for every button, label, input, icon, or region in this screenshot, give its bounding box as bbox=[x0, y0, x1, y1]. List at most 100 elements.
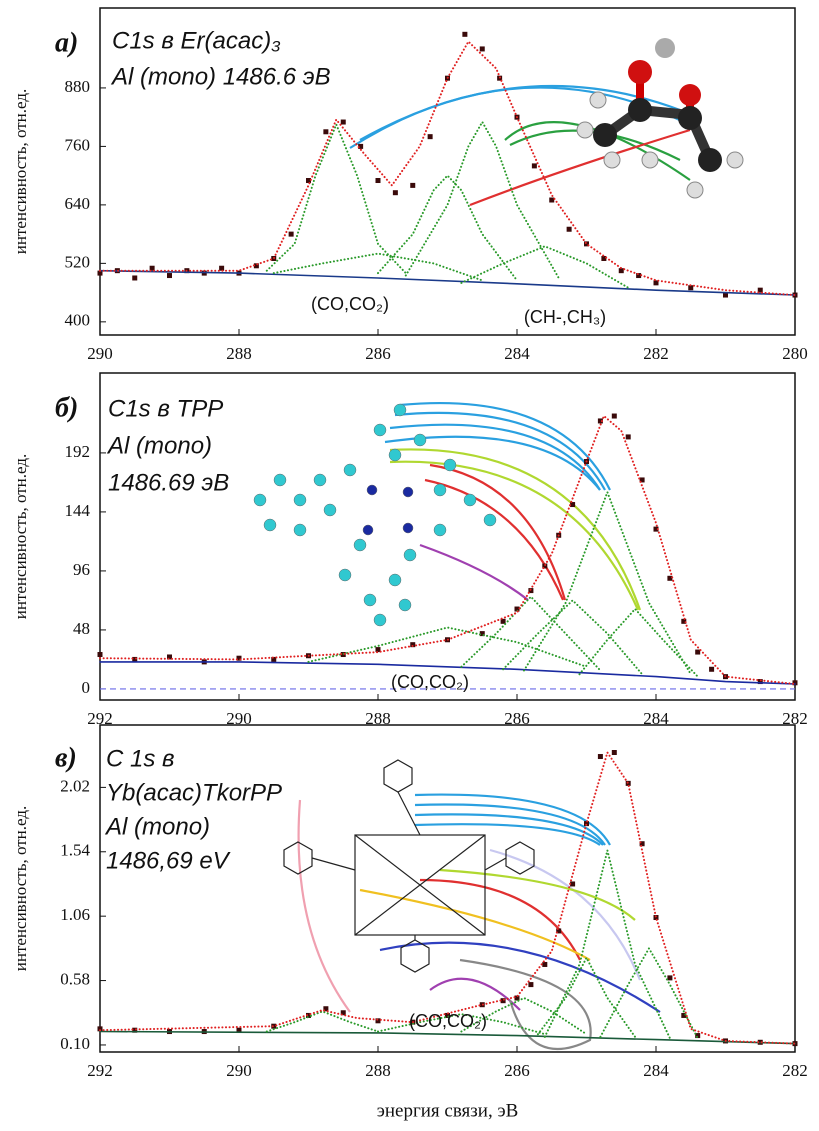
fit-curve bbox=[536, 955, 637, 1038]
data-point bbox=[445, 1012, 450, 1018]
data-point bbox=[479, 631, 485, 637]
x-tick-label: 292 bbox=[87, 709, 113, 728]
y-tick-label: 0.10 bbox=[60, 1034, 90, 1053]
data-point bbox=[97, 652, 103, 658]
data-point bbox=[542, 563, 548, 569]
data-point bbox=[618, 268, 624, 274]
panel-label: а) bbox=[55, 27, 78, 58]
y-tick-label: 0.58 bbox=[60, 969, 90, 988]
data-point bbox=[514, 606, 520, 612]
x-tick-label: 288 bbox=[365, 709, 391, 728]
background-line bbox=[99, 269, 796, 296]
data-point bbox=[695, 1033, 701, 1039]
y-tick-label: 192 bbox=[65, 442, 91, 461]
fit-curve bbox=[599, 946, 699, 1040]
fit-curve bbox=[578, 607, 699, 678]
data-point bbox=[757, 679, 763, 685]
data-point bbox=[306, 178, 311, 184]
data-point bbox=[236, 655, 242, 661]
data-point bbox=[253, 263, 259, 269]
fit-curve bbox=[502, 599, 644, 676]
data-point bbox=[723, 292, 728, 298]
annotation: (CO,CO₂) bbox=[409, 1011, 487, 1031]
x-tick-label: 288 bbox=[365, 1061, 391, 1080]
x-tick-label: 292 bbox=[87, 1061, 113, 1080]
fit-curve bbox=[377, 174, 518, 282]
x-axis-label: энергия связи, эВ bbox=[377, 1100, 519, 1121]
data-point bbox=[625, 434, 631, 440]
data-point bbox=[653, 915, 659, 921]
data-point bbox=[514, 995, 520, 1001]
data-point bbox=[149, 265, 155, 271]
panel-title: C 1s в bbox=[106, 745, 175, 772]
data-point bbox=[611, 750, 617, 756]
fit-curve bbox=[99, 414, 796, 685]
panel-title: 1486,69 eV bbox=[106, 847, 231, 874]
data-point bbox=[667, 575, 673, 581]
data-point bbox=[219, 265, 225, 271]
data-point bbox=[236, 1027, 242, 1033]
data-point bbox=[584, 821, 589, 827]
data-point bbox=[597, 754, 603, 760]
decorations bbox=[253, 38, 744, 1050]
annotation: (CO,CO₂) bbox=[391, 672, 469, 692]
fit-curve bbox=[523, 489, 692, 676]
data-point bbox=[570, 881, 576, 887]
y-tick-label: 2.02 bbox=[60, 776, 90, 795]
plot-frame bbox=[99, 7, 796, 336]
panel-title: Al (mono) 1486.6 эВ bbox=[110, 63, 331, 90]
data-point bbox=[340, 1010, 346, 1016]
data-point bbox=[570, 502, 576, 508]
background-line bbox=[99, 661, 796, 685]
data-point bbox=[132, 275, 138, 281]
data-point bbox=[271, 656, 277, 662]
y-axis-label: интенсивность, отн.ед. bbox=[11, 89, 30, 254]
x-tick-label: 284 bbox=[643, 1061, 669, 1080]
y-tick-label: 1.06 bbox=[60, 905, 90, 924]
molecule bbox=[253, 403, 497, 627]
x-tick-label: 286 bbox=[504, 1061, 530, 1080]
panel-title: C1s в Er(acac)₃ bbox=[112, 27, 281, 54]
data-point bbox=[375, 1018, 381, 1024]
data-point bbox=[549, 197, 555, 203]
fit-curve bbox=[543, 850, 671, 1040]
molecule bbox=[576, 38, 744, 199]
y-tick-label: 96 bbox=[73, 560, 90, 579]
panel-title: C1s в TPP bbox=[108, 395, 223, 422]
panel-label: в) bbox=[55, 742, 77, 773]
y-tick-label: 760 bbox=[65, 135, 91, 154]
data-point bbox=[584, 241, 589, 247]
fit-curve bbox=[99, 39, 796, 296]
fit-curve bbox=[265, 1010, 379, 1033]
plot-frame bbox=[99, 372, 796, 701]
data-point bbox=[653, 526, 659, 532]
fit-curve bbox=[99, 750, 796, 1045]
x-tick-label: 282 bbox=[643, 344, 669, 363]
data-point bbox=[97, 270, 103, 276]
y-tick-label: 640 bbox=[65, 194, 91, 213]
data-point bbox=[639, 477, 645, 483]
data-point bbox=[323, 1006, 329, 1012]
data-point bbox=[639, 841, 645, 847]
data-point bbox=[566, 226, 572, 232]
data-point bbox=[132, 1027, 138, 1033]
x-tick-label: 284 bbox=[643, 709, 669, 728]
fit-curve bbox=[377, 1013, 546, 1036]
x-tick-label: 286 bbox=[504, 709, 530, 728]
data-point bbox=[542, 961, 548, 967]
panel-title: Yb(acac)TkorPP bbox=[106, 779, 282, 806]
data-point bbox=[681, 618, 687, 624]
background-line bbox=[99, 1030, 796, 1045]
data-point bbox=[288, 231, 294, 237]
fit-curve bbox=[265, 121, 407, 275]
data-point bbox=[500, 998, 506, 1004]
panel-title: 1486.69 эВ bbox=[108, 469, 229, 496]
x-tick-label: 284 bbox=[504, 344, 530, 363]
x-tick-label: 290 bbox=[226, 1061, 252, 1080]
data-point bbox=[601, 255, 607, 261]
data-point bbox=[531, 163, 537, 169]
x-tick-label: 282 bbox=[782, 709, 808, 728]
data-point bbox=[132, 656, 138, 662]
y-tick-label: 144 bbox=[65, 501, 91, 520]
